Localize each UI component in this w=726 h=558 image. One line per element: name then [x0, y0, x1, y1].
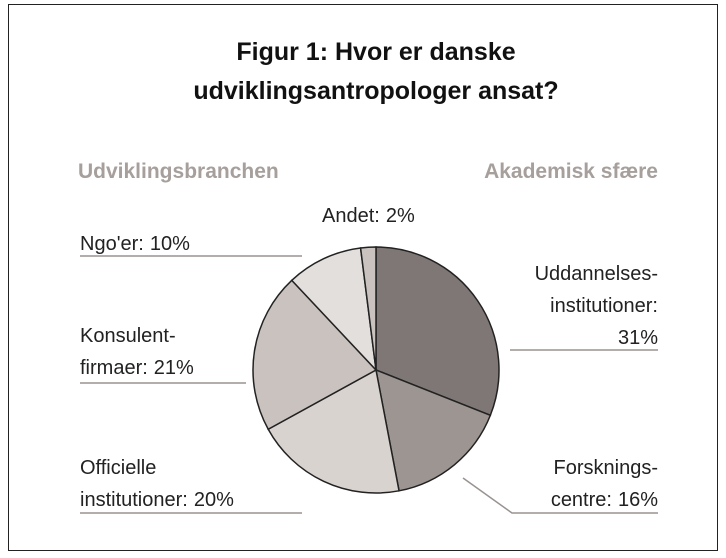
slice-label: institutioner: [550, 295, 658, 317]
category-label: centre: [551, 489, 612, 511]
pie-slice [375, 368, 492, 492]
pie-slice [290, 247, 378, 373]
slice-label: Ngo'er: 10% [80, 233, 190, 255]
value-label: 21% [154, 357, 194, 379]
category-label: Konsulent- [80, 325, 176, 347]
slice-label: Officielle [80, 457, 156, 479]
category-label: Ngo'er: [80, 233, 144, 255]
pie-slice [375, 246, 500, 417]
labels: Uddannelses-institutioner: 31% Forsknings-… [80, 205, 658, 511]
slice-label: Konsulent- [80, 325, 176, 347]
value-label: 20% [194, 489, 234, 511]
category-label: Andet: [322, 205, 380, 227]
pie [252, 246, 500, 494]
pie-slice [359, 246, 377, 371]
group-label: Akademisk sfære [484, 160, 658, 183]
pie-slice [267, 368, 400, 494]
slice-label: firmaer: 21% [80, 357, 194, 379]
chart-title: Figur 1: Hvor er danske [236, 38, 515, 66]
category-label: institutioner: [80, 489, 188, 511]
value-label: 16% [618, 489, 658, 511]
category-label: firmaer: [80, 357, 148, 379]
value-label: 2% [386, 205, 415, 227]
category-label: institutioner: [550, 295, 658, 317]
category-label: Forsknings- [554, 457, 658, 479]
chart-title: udviklingsantropologer ansat? [193, 77, 558, 105]
category-label: Officielle [80, 457, 156, 479]
slice-label: Forsknings- [554, 457, 658, 479]
pie-slice [252, 279, 378, 431]
value-label: 10% [150, 233, 190, 255]
value-label: 31% [618, 327, 658, 349]
category-label: Uddannelses- [535, 263, 658, 285]
slice-label: centre: 16% [551, 489, 658, 511]
group-label: Udviklingsbranchen [78, 160, 279, 183]
leader-line [462, 477, 658, 514]
leader-lines [80, 255, 658, 514]
slice-label: Uddannelses- [535, 263, 658, 285]
slice-label: institutioner: 20% [80, 489, 234, 511]
slice-label: Andet: 2% [322, 205, 415, 227]
